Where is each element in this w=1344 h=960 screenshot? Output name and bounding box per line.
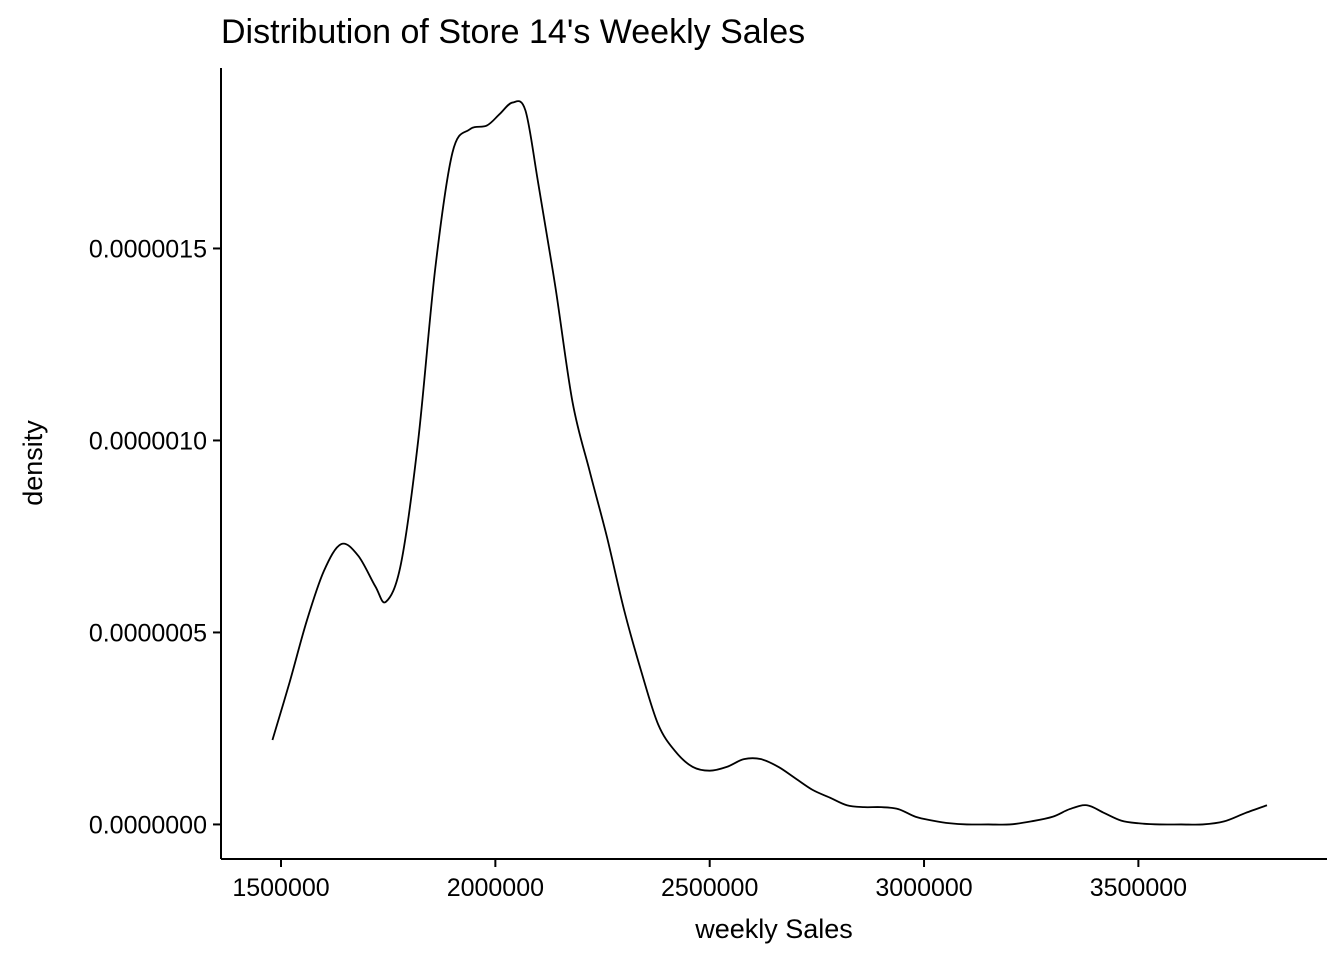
y-tick-label: 0.0000005 bbox=[89, 619, 207, 647]
y-tick-label: 0.0000000 bbox=[89, 811, 207, 839]
x-axis-ticks: 1500000 2000000 2500000 3000000 3500000 bbox=[232, 859, 1187, 902]
x-tick-label: 1500000 bbox=[232, 874, 329, 902]
x-tick-label: 2000000 bbox=[447, 874, 544, 902]
chart-title: Distribution of Store 14's Weekly Sales bbox=[221, 13, 805, 51]
y-axis-title: density bbox=[18, 420, 48, 506]
x-tick-label: 3000000 bbox=[875, 874, 972, 902]
x-tick-label: 3500000 bbox=[1090, 874, 1187, 902]
x-axis-title: weekly Sales bbox=[694, 914, 853, 944]
y-tick-label: 0.0000015 bbox=[89, 235, 207, 263]
density-line bbox=[271, 100, 1268, 826]
y-tick-label: 0.0000010 bbox=[89, 427, 207, 455]
y-axis-ticks: 0.0000000 0.0000005 0.0000010 0.0000015 bbox=[89, 235, 221, 839]
x-tick-label: 2500000 bbox=[661, 874, 758, 902]
